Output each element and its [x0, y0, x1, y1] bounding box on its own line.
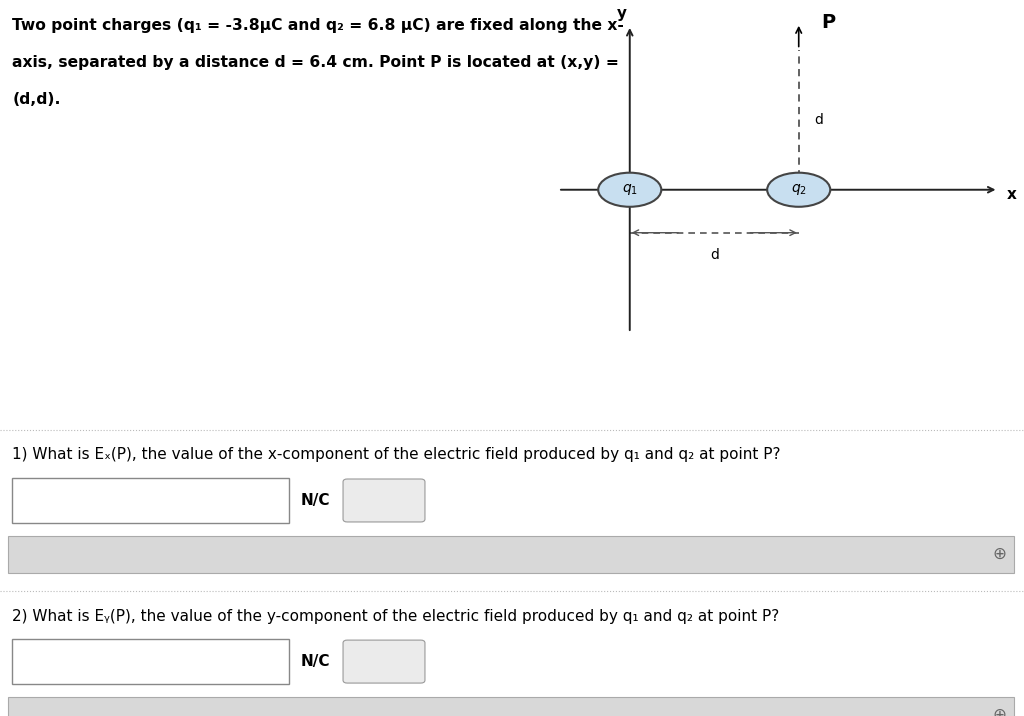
Text: d: d — [710, 248, 719, 263]
FancyBboxPatch shape — [12, 639, 289, 684]
Text: Submit: Submit — [361, 655, 407, 668]
Text: axis, separated by a distance d = 6.4 cm. Point P is located at (x,y) =: axis, separated by a distance d = 6.4 cm… — [12, 55, 620, 70]
FancyBboxPatch shape — [343, 479, 425, 522]
Text: N/C: N/C — [301, 654, 331, 669]
Text: ⊕: ⊕ — [992, 545, 1007, 563]
Text: Submit: Submit — [361, 494, 407, 507]
Text: N/C: N/C — [301, 493, 331, 508]
Text: x: x — [1007, 187, 1017, 201]
Text: ⊕: ⊕ — [992, 706, 1007, 716]
Ellipse shape — [767, 173, 830, 207]
Text: $q_2$: $q_2$ — [791, 183, 807, 197]
Text: $q_1$: $q_1$ — [622, 183, 638, 197]
FancyBboxPatch shape — [12, 478, 289, 523]
FancyBboxPatch shape — [343, 640, 425, 683]
FancyBboxPatch shape — [8, 536, 1014, 573]
Text: (d,d).: (d,d). — [12, 92, 60, 107]
Text: y: y — [616, 6, 627, 21]
Text: P: P — [821, 14, 836, 32]
Ellipse shape — [598, 173, 662, 207]
Text: 2) What is Eᵧ(P), the value of the y-component of the electric field produced by: 2) What is Eᵧ(P), the value of the y-com… — [12, 609, 779, 624]
Text: 1) What is Eₓ(P), the value of the x-component of the electric field produced by: 1) What is Eₓ(P), the value of the x-com… — [12, 448, 780, 463]
Text: Two point charges (q₁ = -3.8μC and q₂ = 6.8 μC) are fixed along the x-: Two point charges (q₁ = -3.8μC and q₂ = … — [12, 18, 625, 33]
Text: d: d — [814, 113, 823, 127]
FancyBboxPatch shape — [8, 697, 1014, 716]
